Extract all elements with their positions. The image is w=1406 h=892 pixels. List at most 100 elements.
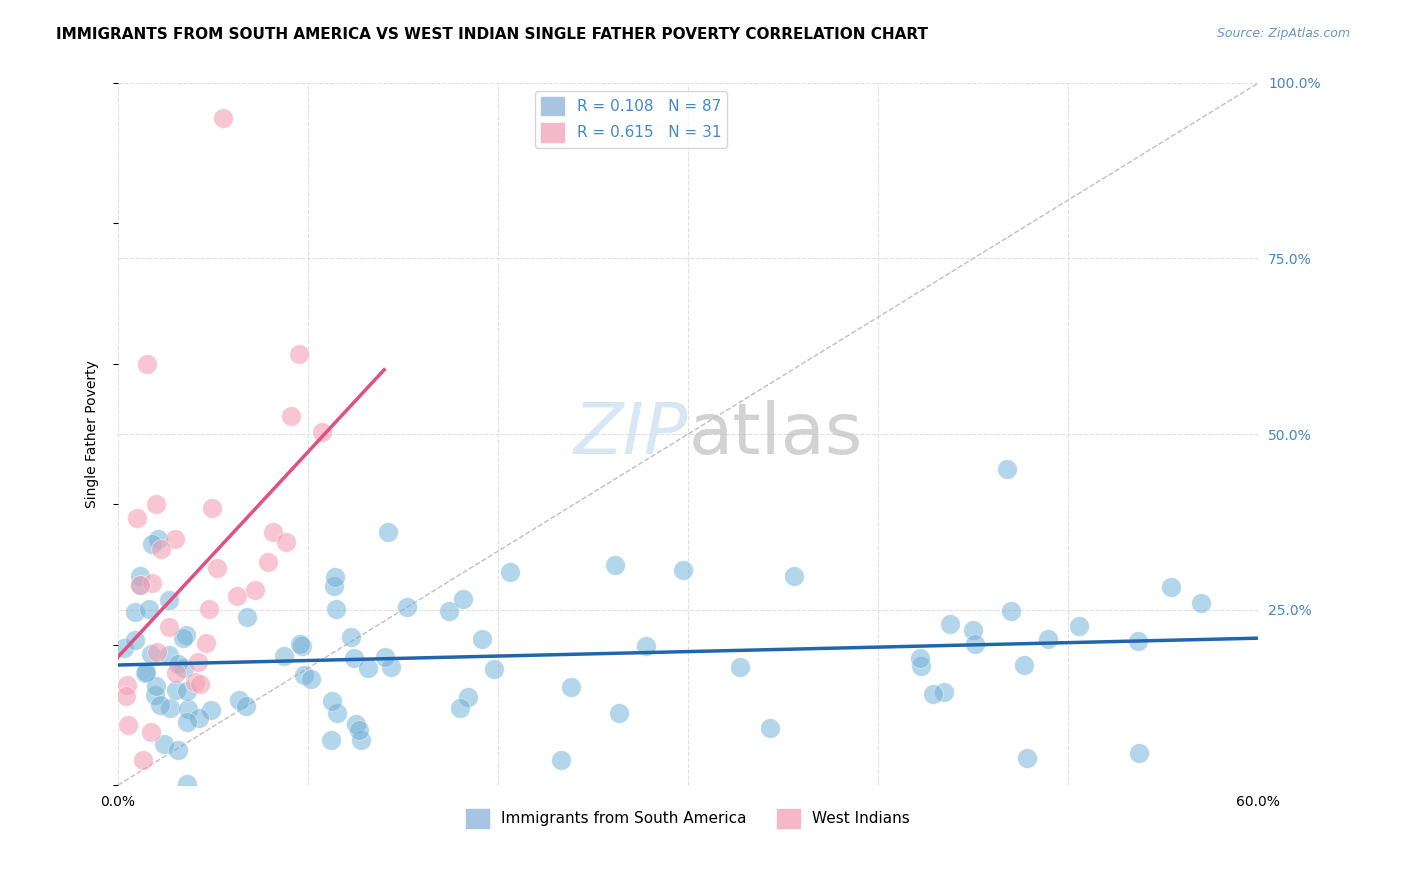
- Point: [325, 602, 347, 616]
- Point: [288, 346, 311, 360]
- Point: [177, 701, 200, 715]
- Point: [1160, 580, 1182, 594]
- Point: [932, 685, 955, 699]
- Point: [173, 660, 195, 674]
- Point: [759, 722, 782, 736]
- Point: [350, 732, 373, 747]
- Point: [176, 684, 198, 698]
- Point: [560, 680, 582, 694]
- Point: [149, 698, 172, 712]
- Point: [1015, 751, 1038, 765]
- Point: [138, 601, 160, 615]
- Point: [125, 511, 148, 525]
- Point: [292, 667, 315, 681]
- Point: [128, 577, 150, 591]
- Point: [152, 737, 174, 751]
- Point: [323, 579, 346, 593]
- Point: [166, 666, 188, 681]
- Point: [184, 674, 207, 689]
- Point: [451, 592, 474, 607]
- Point: [141, 537, 163, 551]
- Point: [471, 632, 494, 647]
- Point: [167, 657, 190, 671]
- Point: [145, 497, 167, 511]
- Point: [235, 699, 257, 714]
- Point: [225, 589, 247, 603]
- Point: [176, 715, 198, 730]
- Point: [228, 693, 250, 707]
- Point: [499, 565, 522, 579]
- Point: [730, 660, 752, 674]
- Point: [908, 650, 931, 665]
- Point: [129, 578, 152, 592]
- Point: [188, 676, 211, 690]
- Point: [236, 609, 259, 624]
- Point: [995, 462, 1018, 476]
- Point: [291, 639, 314, 653]
- Point: [380, 660, 402, 674]
- Point: [135, 357, 157, 371]
- Point: [396, 600, 419, 615]
- Point: [198, 602, 221, 616]
- Point: [167, 743, 190, 757]
- Point: [357, 661, 380, 675]
- Point: [165, 533, 187, 547]
- Point: [176, 628, 198, 642]
- Point: [321, 694, 343, 708]
- Point: [962, 623, 984, 637]
- Point: [783, 569, 806, 583]
- Point: [176, 776, 198, 790]
- Point: [145, 679, 167, 693]
- Text: ZIP: ZIP: [574, 400, 688, 468]
- Point: [257, 555, 280, 569]
- Point: [141, 576, 163, 591]
- Point: [134, 666, 156, 681]
- Point: [1036, 632, 1059, 646]
- Point: [135, 665, 157, 679]
- Point: [200, 501, 222, 516]
- Point: [910, 659, 932, 673]
- Point: [150, 542, 173, 557]
- Point: [321, 732, 343, 747]
- Point: [374, 649, 396, 664]
- Point: [1067, 619, 1090, 633]
- Point: [245, 582, 267, 597]
- Point: [343, 651, 366, 665]
- Point: [325, 706, 347, 721]
- Point: [607, 706, 630, 721]
- Point: [437, 604, 460, 618]
- Point: [165, 682, 187, 697]
- Point: [634, 639, 657, 653]
- Point: [1191, 596, 1213, 610]
- Point: [148, 533, 170, 547]
- Point: [139, 648, 162, 662]
- Point: [205, 561, 228, 575]
- Point: [323, 570, 346, 584]
- Text: IMMIGRANTS FROM SOUTH AMERICA VS WEST INDIAN SINGLE FATHER POVERTY CORRELATION C: IMMIGRANTS FROM SOUTH AMERICA VS WEST IN…: [56, 27, 928, 42]
- Point: [922, 688, 945, 702]
- Point: [187, 711, 209, 725]
- Point: [139, 724, 162, 739]
- Point: [157, 620, 180, 634]
- Point: [377, 524, 399, 539]
- Point: [187, 655, 209, 669]
- Point: [347, 723, 370, 738]
- Point: [311, 425, 333, 440]
- Y-axis label: Single Father Poverty: Single Father Poverty: [86, 360, 100, 508]
- Point: [288, 637, 311, 651]
- Point: [939, 617, 962, 632]
- Point: [1012, 658, 1035, 673]
- Point: [603, 558, 626, 573]
- Point: [963, 637, 986, 651]
- Point: [1128, 746, 1150, 760]
- Point: [117, 718, 139, 732]
- Point: [280, 409, 302, 423]
- Point: [299, 672, 322, 686]
- Point: [274, 535, 297, 549]
- Point: [115, 678, 138, 692]
- Point: [200, 703, 222, 717]
- Text: Source: ZipAtlas.com: Source: ZipAtlas.com: [1216, 27, 1350, 40]
- Point: [449, 701, 471, 715]
- Point: [195, 636, 218, 650]
- Point: [172, 631, 194, 645]
